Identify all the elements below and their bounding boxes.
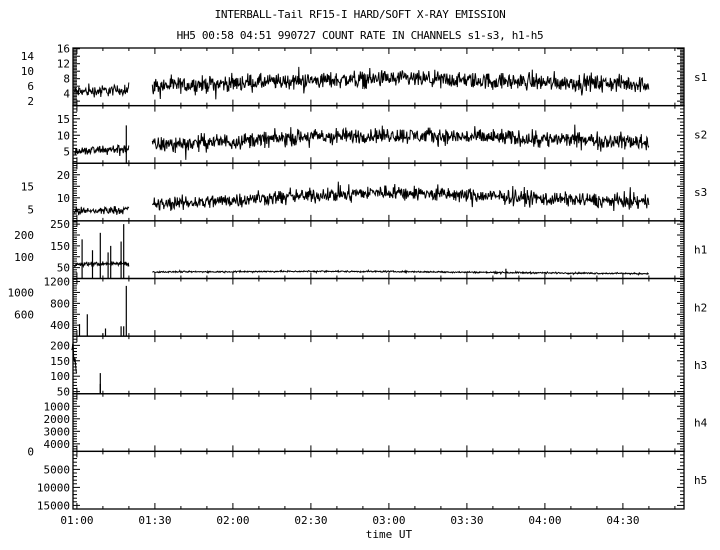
x-tick-label: 04:30 bbox=[606, 514, 639, 527]
panel-label-h4: h4 bbox=[694, 417, 708, 430]
y-tick-label-h3: 200 bbox=[50, 339, 70, 352]
y-tick-label-h5: 0 bbox=[27, 445, 34, 458]
y-tick-label-s2: 10 bbox=[57, 129, 70, 142]
x-tick-label: 01:00 bbox=[60, 514, 93, 527]
y-tick-label-h1: 50 bbox=[57, 262, 70, 275]
panel-label-h5: h5 bbox=[694, 474, 707, 487]
y-tick-label-h2: 1000 bbox=[8, 286, 35, 299]
panel-label-h2: h2 bbox=[694, 301, 707, 314]
y-tick-label-h5: 10000 bbox=[37, 481, 70, 494]
series-line-s2 bbox=[74, 143, 130, 157]
panel-frame-h3 bbox=[72, 335, 685, 395]
y-tick-label-h5: 15000 bbox=[37, 499, 70, 512]
y-tick-label-h4: 1000 bbox=[44, 400, 71, 413]
y-tick-label-h3: 50 bbox=[57, 386, 70, 399]
panel-frame-h5 bbox=[72, 450, 685, 510]
y-tick-label-h4: 4000 bbox=[44, 438, 71, 451]
y-tick-label-s3: 15 bbox=[21, 180, 34, 193]
y-tick-label-s1: 2 bbox=[27, 95, 34, 108]
x-tick-label: 02:00 bbox=[216, 514, 249, 527]
y-tick-label-h1: 200 bbox=[14, 229, 34, 242]
series-line-s3 bbox=[73, 205, 130, 216]
y-tick-label-h1: 150 bbox=[50, 240, 70, 253]
y-tick-label-h2: 800 bbox=[50, 297, 70, 310]
panel-label-h3: h3 bbox=[694, 359, 707, 372]
y-tick-label-h5: 5000 bbox=[44, 463, 71, 476]
panel-label-s3: s3 bbox=[694, 186, 707, 199]
y-tick-label-h1: 250 bbox=[50, 218, 70, 231]
y-tick-label-h3: 150 bbox=[50, 355, 70, 368]
y-tick-label-h3: 100 bbox=[50, 370, 70, 383]
panel-label-s1: s1 bbox=[694, 71, 707, 84]
y-tick-label-s3: 20 bbox=[57, 169, 70, 182]
panel-frame-h2 bbox=[72, 277, 685, 337]
y-tick-label-s1: 10 bbox=[21, 65, 34, 78]
y-tick-label-s1: 8 bbox=[63, 73, 70, 86]
y-tick-label-s1: 12 bbox=[57, 58, 70, 71]
series-line-h1 bbox=[152, 269, 649, 276]
y-tick-label-s1: 16 bbox=[57, 43, 70, 56]
series-line-s1 bbox=[73, 82, 130, 98]
y-tick-label-s3: 10 bbox=[57, 192, 70, 205]
series-line-s1 bbox=[151, 66, 650, 100]
y-tick-label-h2: 1200 bbox=[44, 276, 71, 289]
y-tick-label-h4: 3000 bbox=[44, 425, 71, 438]
panel-frame-h1 bbox=[72, 220, 685, 280]
x-tick-label: 03:00 bbox=[372, 514, 405, 527]
y-tick-label-s2: 15 bbox=[57, 113, 70, 126]
series-line-s2 bbox=[151, 124, 650, 160]
y-tick-label-s1: 4 bbox=[63, 88, 70, 101]
y-tick-label-s1: 14 bbox=[21, 50, 35, 63]
panel-frame-h4 bbox=[72, 393, 685, 453]
y-tick-label-h2: 600 bbox=[14, 308, 34, 321]
series-line-h3 bbox=[71, 343, 78, 373]
y-tick-label-h1: 100 bbox=[14, 251, 34, 264]
chart-subtitle: HH5 00:58 04:51 990727 COUNT RATE IN CHA… bbox=[176, 29, 544, 42]
x-tick-label: 04:00 bbox=[528, 514, 561, 527]
x-axis-label: time UT bbox=[366, 528, 413, 541]
y-tick-label-s3: 5 bbox=[27, 203, 34, 216]
chart-title: INTERBALL-Tail RF15-I HARD/SOFT X-RAY EM… bbox=[214, 8, 506, 21]
series-line-s3 bbox=[151, 181, 650, 212]
x-tick-label: 03:30 bbox=[450, 514, 483, 527]
y-tick-label-h4: 2000 bbox=[44, 413, 71, 426]
series-line-h1 bbox=[73, 260, 130, 269]
panel-label-h1: h1 bbox=[694, 244, 707, 257]
y-tick-label-h2: 400 bbox=[50, 319, 70, 332]
y-tick-label-s1: 6 bbox=[27, 80, 34, 93]
x-tick-label: 02:30 bbox=[294, 514, 327, 527]
panel-label-s2: s2 bbox=[694, 128, 707, 141]
y-tick-label-s2: 5 bbox=[63, 146, 70, 159]
x-tick-label: 01:30 bbox=[138, 514, 171, 527]
